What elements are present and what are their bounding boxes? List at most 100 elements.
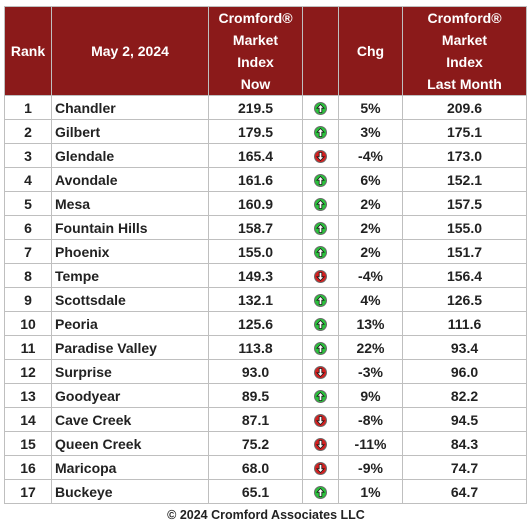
index-now-cell: 93.0 [208, 359, 303, 384]
change-cell: -8% [338, 407, 403, 432]
index-now-cell: 87.1 [208, 407, 303, 432]
table-row: 10 Peoria 125.6 13% 111.6 [4, 311, 527, 336]
index-now-cell: 113.8 [208, 335, 303, 360]
index-last-month-cell: 74.7 [402, 455, 527, 480]
trend-cell [302, 455, 339, 480]
trend-cell [302, 119, 339, 144]
table-row: 8 Tempe 149.3 -4% 156.4 [4, 263, 527, 288]
table-row: 16 Maricopa 68.0 -9% 74.7 [4, 455, 527, 480]
header-now-line: Cromford® [218, 10, 293, 26]
header-rank: Rank [4, 6, 52, 96]
trend-cell [302, 143, 339, 168]
index-now-cell: 165.4 [208, 143, 303, 168]
index-last-month-cell: 84.3 [402, 431, 527, 456]
rank-cell: 9 [4, 287, 52, 312]
rank-cell: 8 [4, 263, 52, 288]
copyright-footer: © 2024 Cromford Associates LLC [167, 508, 365, 522]
header-chg: Chg [338, 6, 403, 96]
up-arrow-icon [314, 102, 327, 116]
change-cell: 9% [338, 383, 403, 408]
city-cell: Fountain Hills [51, 215, 209, 240]
header-row: Rank May 2, 2024 Cromford® Market Index … [4, 6, 527, 96]
city-cell: Chandler [51, 95, 209, 120]
header-now-line: Now [240, 76, 271, 92]
index-last-month-cell: 82.2 [402, 383, 527, 408]
city-cell: Buckeye [51, 479, 209, 504]
change-cell: 3% [338, 119, 403, 144]
trend-cell [302, 167, 339, 192]
trend-cell [302, 263, 339, 288]
header-last-line: Index [446, 54, 483, 70]
header-now-line: Market [232, 32, 279, 48]
table-row: 2 Gilbert 179.5 3% 175.1 [4, 119, 527, 144]
city-cell: Peoria [51, 311, 209, 336]
header-arrow [302, 6, 339, 96]
down-arrow-icon [314, 366, 327, 380]
table-row: 5 Mesa 160.9 2% 157.5 [4, 191, 527, 216]
city-cell: Scottsdale [51, 287, 209, 312]
change-cell: 2% [338, 239, 403, 264]
up-arrow-icon [314, 342, 327, 356]
change-cell: 5% [338, 95, 403, 120]
index-last-month-cell: 64.7 [402, 479, 527, 504]
trend-cell [302, 215, 339, 240]
change-cell: -4% [338, 143, 403, 168]
rank-cell: 16 [4, 455, 52, 480]
index-last-month-cell: 94.5 [402, 407, 527, 432]
index-last-month-cell: 156.4 [402, 263, 527, 288]
index-last-month-cell: 111.6 [402, 311, 527, 336]
trend-cell [302, 311, 339, 336]
index-now-cell: 125.6 [208, 311, 303, 336]
city-cell: Surprise [51, 359, 209, 384]
trend-cell [302, 239, 339, 264]
index-now-cell: 65.1 [208, 479, 303, 504]
change-cell: -11% [338, 431, 403, 456]
up-arrow-icon [314, 126, 327, 140]
index-last-month-cell: 155.0 [402, 215, 527, 240]
header-last-line: Last Month [427, 76, 502, 92]
change-cell: 22% [338, 335, 403, 360]
index-now-cell: 160.9 [208, 191, 303, 216]
index-now-cell: 89.5 [208, 383, 303, 408]
table-row: 1 Chandler 219.5 5% 209.6 [4, 95, 527, 120]
down-arrow-icon [314, 270, 327, 284]
trend-cell [302, 407, 339, 432]
change-cell: 2% [338, 191, 403, 216]
index-last-month-cell: 209.6 [402, 95, 527, 120]
up-arrow-icon [314, 486, 327, 500]
city-cell: Paradise Valley [51, 335, 209, 360]
city-cell: Queen Creek [51, 431, 209, 456]
index-last-month-cell: 151.7 [402, 239, 527, 264]
table-row: 15 Queen Creek 75.2 -11% 84.3 [4, 431, 527, 456]
down-arrow-icon [314, 462, 327, 476]
index-now-cell: 219.5 [208, 95, 303, 120]
trend-cell [302, 335, 339, 360]
table-row: 14 Cave Creek 87.1 -8% 94.5 [4, 407, 527, 432]
header-date: May 2, 2024 [51, 6, 209, 96]
change-cell: -3% [338, 359, 403, 384]
up-arrow-icon [314, 318, 327, 332]
header-now-line: Index [237, 54, 274, 70]
header-last-line: Cromford® [427, 10, 502, 26]
change-cell: -4% [338, 263, 403, 288]
change-cell: 1% [338, 479, 403, 504]
table-row: 4 Avondale 161.6 6% 152.1 [4, 167, 527, 192]
down-arrow-icon [314, 150, 327, 164]
index-now-cell: 68.0 [208, 455, 303, 480]
trend-cell [302, 287, 339, 312]
city-cell: Goodyear [51, 383, 209, 408]
rank-cell: 1 [4, 95, 52, 120]
market-index-table: Rank May 2, 2024 Cromford® Market Index … [4, 6, 527, 504]
index-now-cell: 75.2 [208, 431, 303, 456]
rank-cell: 10 [4, 311, 52, 336]
up-arrow-icon [314, 174, 327, 188]
table-body: 1 Chandler 219.5 5% 209.6 2 Gilbert 179.5 3% 175.… [4, 95, 527, 504]
header-last-line: Market [441, 32, 488, 48]
index-last-month-cell: 157.5 [402, 191, 527, 216]
up-arrow-icon [314, 222, 327, 236]
index-now-cell: 161.6 [208, 167, 303, 192]
city-cell: Glendale [51, 143, 209, 168]
city-cell: Maricopa [51, 455, 209, 480]
rank-cell: 2 [4, 119, 52, 144]
city-cell: Phoenix [51, 239, 209, 264]
